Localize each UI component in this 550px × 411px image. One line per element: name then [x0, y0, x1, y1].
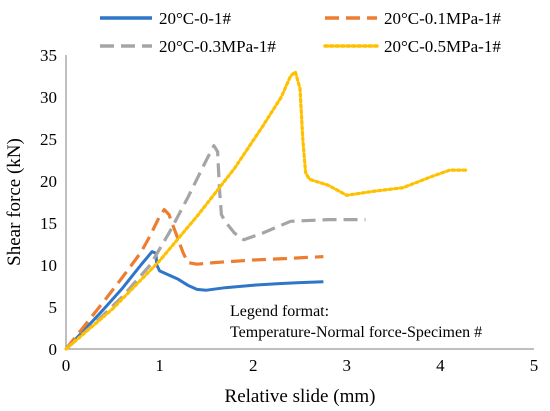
annotation-line-1: Legend format: [230, 303, 329, 320]
y-tick-label: 0 [49, 340, 58, 359]
y-tick-labels: 0 5 10 15 20 25 30 35 [40, 46, 57, 359]
x-tick-label: 5 [530, 356, 539, 375]
axes [65, 55, 534, 350]
series-line-1 [64, 250, 324, 351]
x-tick-label: 0 [62, 356, 71, 375]
x-axis-label: Relative slide (mm) [225, 386, 376, 407]
y-tick-label: 10 [40, 256, 57, 275]
annotation-line-2: Temperature-Normal force-Specimen # [230, 324, 482, 341]
y-tick-label: 15 [40, 214, 57, 233]
legend-label-2: 20°C-0.1MPa-1# [384, 9, 501, 28]
y-tick-label: 30 [40, 88, 57, 107]
y-axis-label: Shear force (kN) [4, 138, 25, 266]
y-tick-label: 35 [40, 46, 57, 65]
series-line-3 [64, 144, 366, 351]
series-line-2 [64, 208, 324, 350]
x-tick-labels: 0 1 2 3 4 5 [62, 356, 539, 375]
legend-label-4: 20°C-0.5MPa-1# [384, 37, 501, 56]
x-tick-label: 1 [155, 356, 164, 375]
legend: 20°C-0-1# 20°C-0.1MPa-1# 20°C-0.3MPa-1# 20°… [100, 9, 501, 56]
legend-label-1: 20°C-0-1# [159, 9, 231, 28]
x-tick-label: 4 [436, 356, 445, 375]
series-line-4 [64, 70, 471, 351]
series-layer [64, 70, 471, 351]
x-tick-label: 2 [249, 356, 258, 375]
legend-label-3: 20°C-0.3MPa-1# [159, 37, 276, 56]
y-tick-label: 25 [40, 130, 57, 149]
y-tick-label: 20 [40, 172, 57, 191]
y-tick-label: 5 [49, 298, 58, 317]
x-tick-label: 3 [343, 356, 352, 375]
